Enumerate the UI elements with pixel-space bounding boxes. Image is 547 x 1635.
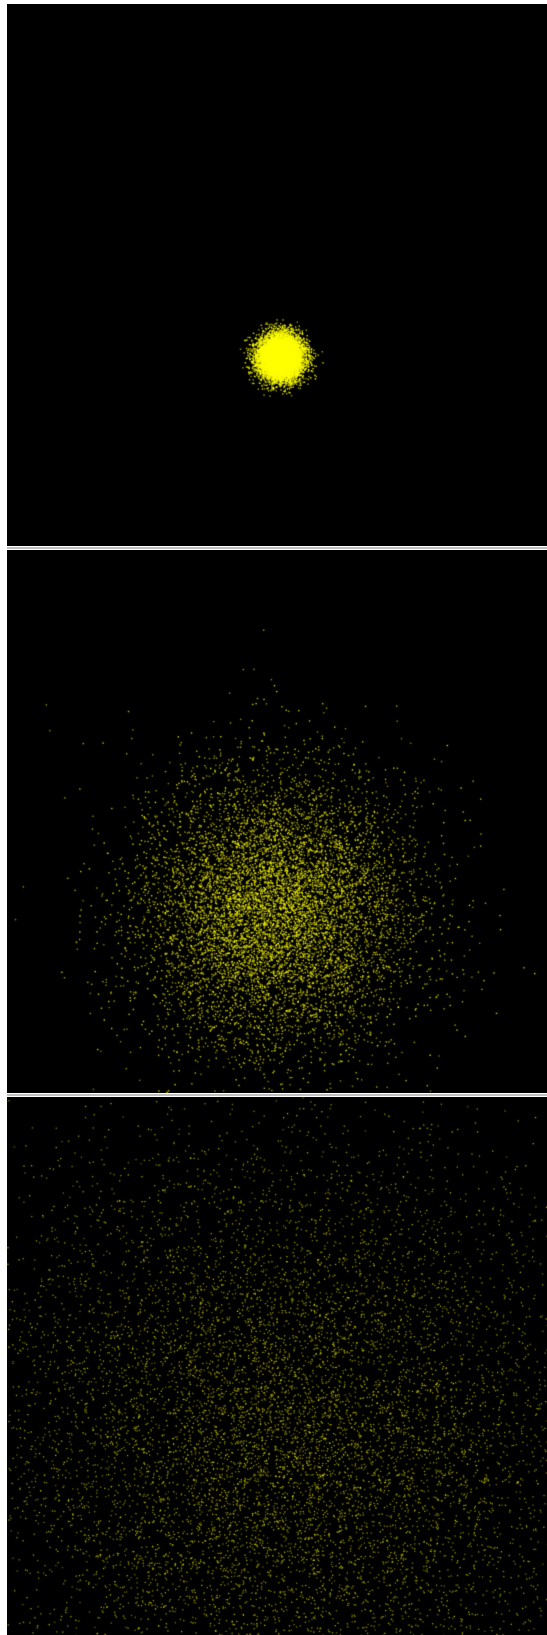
- particle-cloud-panel-middle: [7, 550, 547, 1093]
- particle-cloud-canvas-early: [7, 4, 547, 546]
- particle-cloud-panel-late: [7, 1097, 547, 1635]
- particle-cloud-canvas-late: [7, 1097, 547, 1635]
- particle-cloud-panel-early: [7, 4, 547, 546]
- panel-divider: [7, 1094, 547, 1096]
- particle-cloud-canvas-middle: [7, 550, 547, 1093]
- panel-divider: [7, 547, 547, 549]
